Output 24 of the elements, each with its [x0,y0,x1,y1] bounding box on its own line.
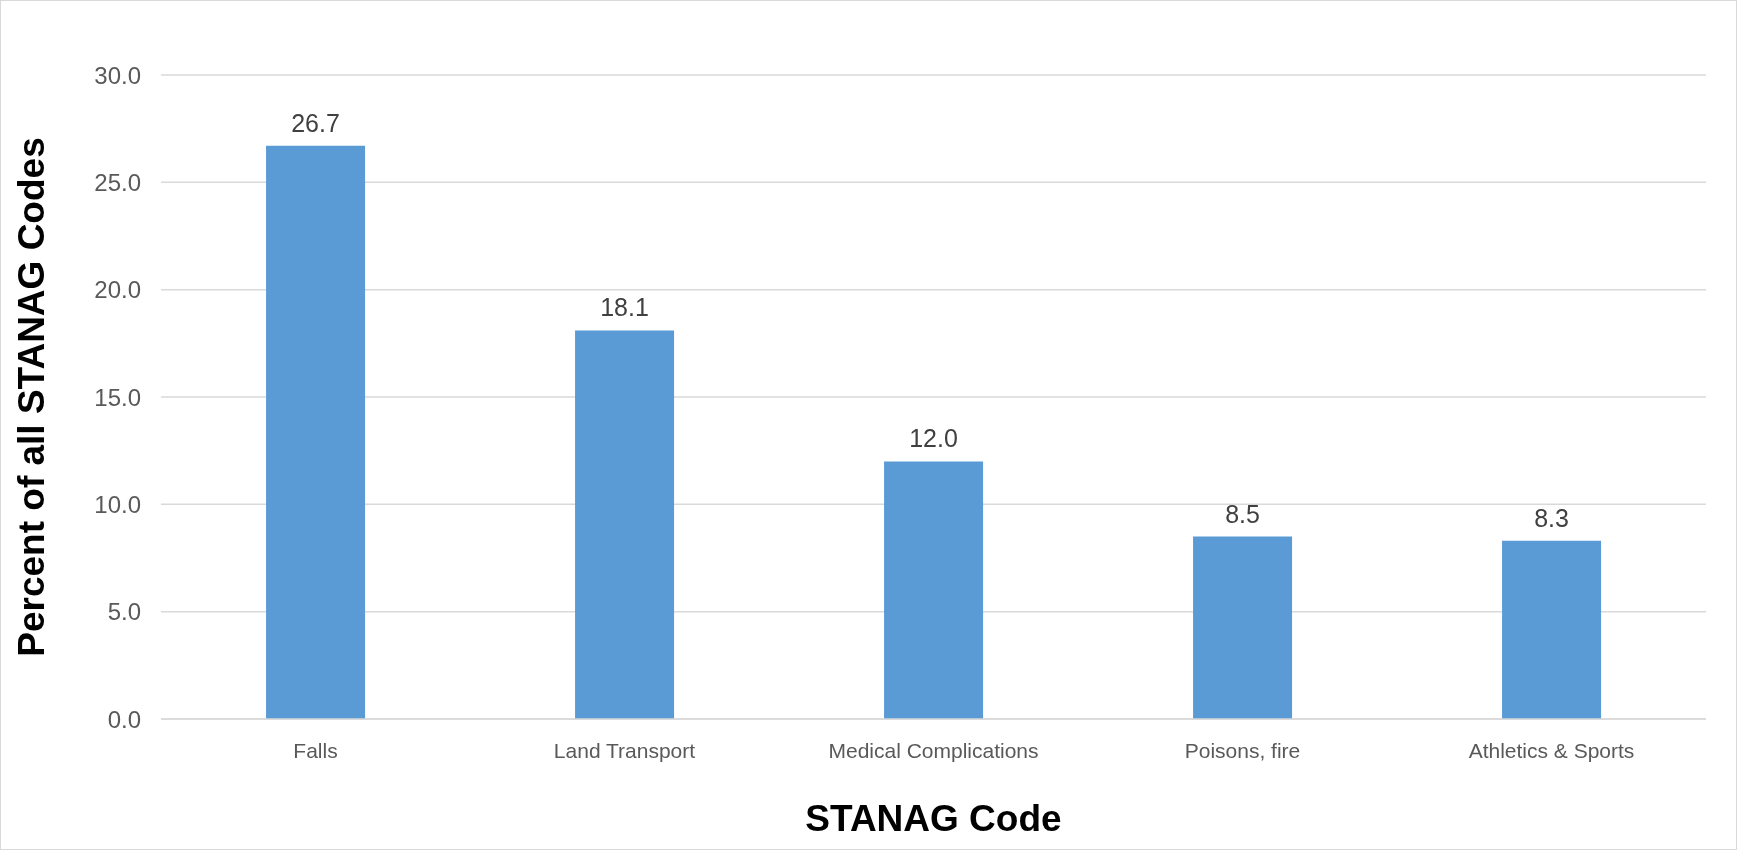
x-axis-title: STANAG Code [805,798,1062,839]
x-tick-label: Land Transport [553,738,696,762]
data-label: 18.1 [600,293,649,322]
bar [884,461,984,719]
bar [1502,540,1602,719]
bar [1193,536,1293,719]
x-tick-label: Athletics & Sports [1468,738,1635,762]
bar [575,330,675,719]
y-tick-label: 30.0 [94,61,141,89]
x-tick-label: Poisons, fire [1184,738,1301,762]
y-tick-label: 10.0 [94,490,141,518]
x-tick-label: Falls [293,738,338,762]
y-tick-label: 15.0 [94,383,141,411]
y-tick-label: 0.0 [107,705,141,733]
x-tick-label: Medical Complications [828,738,1039,762]
data-label: 12.0 [909,424,958,453]
data-label: 26.7 [291,108,340,137]
y-tick-label: 20.0 [94,276,141,304]
y-tick-label: 25.0 [94,168,141,196]
y-tick-label: 5.0 [107,598,141,626]
data-label: 8.5 [1225,499,1260,528]
bar [266,145,366,719]
data-label: 8.3 [1534,503,1569,532]
y-axis-title: Percent of all STANAG Codes [11,137,53,657]
